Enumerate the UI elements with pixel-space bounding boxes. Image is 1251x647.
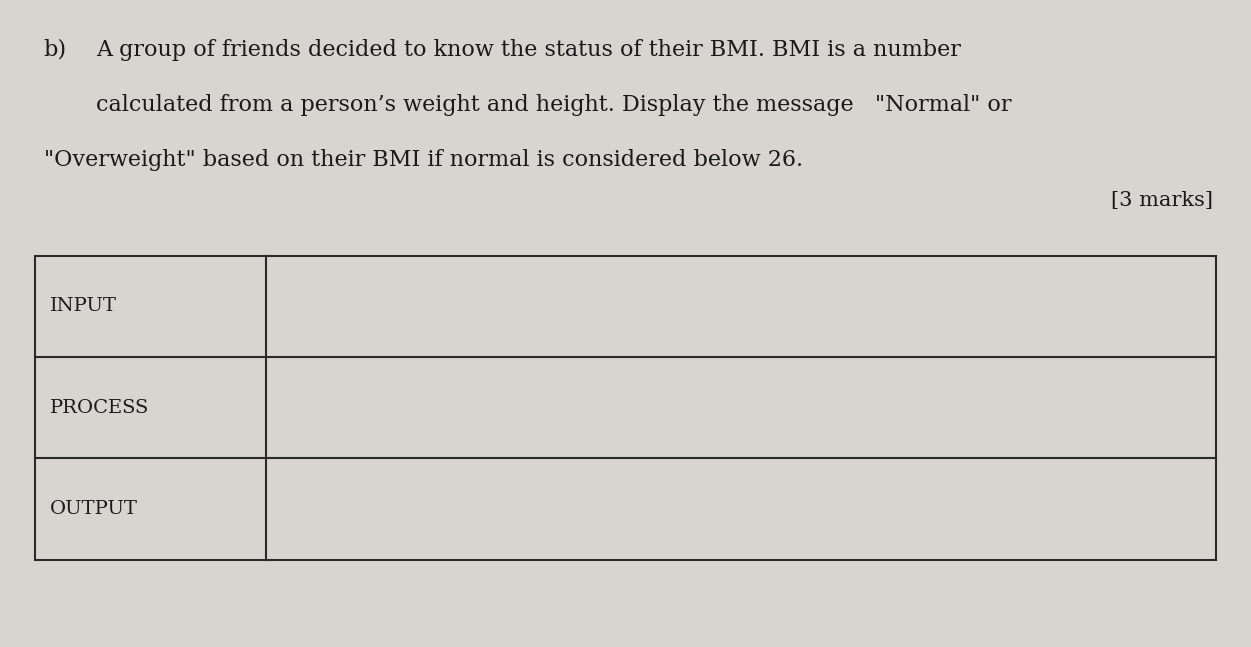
Text: INPUT: INPUT <box>50 297 118 315</box>
Text: [3 marks]: [3 marks] <box>1111 191 1213 210</box>
Text: calculated from a person’s weight and height. Display the message   "Normal" or: calculated from a person’s weight and he… <box>96 94 1012 116</box>
Text: "Overweight" based on their BMI if normal is considered below 26.: "Overweight" based on their BMI if norma… <box>44 149 803 171</box>
Text: PROCESS: PROCESS <box>50 399 149 417</box>
Text: OUTPUT: OUTPUT <box>50 500 138 518</box>
Text: A group of friends decided to know the status of their BMI. BMI is a number: A group of friends decided to know the s… <box>96 39 961 61</box>
Bar <box>35 256 1216 560</box>
Text: b): b) <box>44 39 66 61</box>
